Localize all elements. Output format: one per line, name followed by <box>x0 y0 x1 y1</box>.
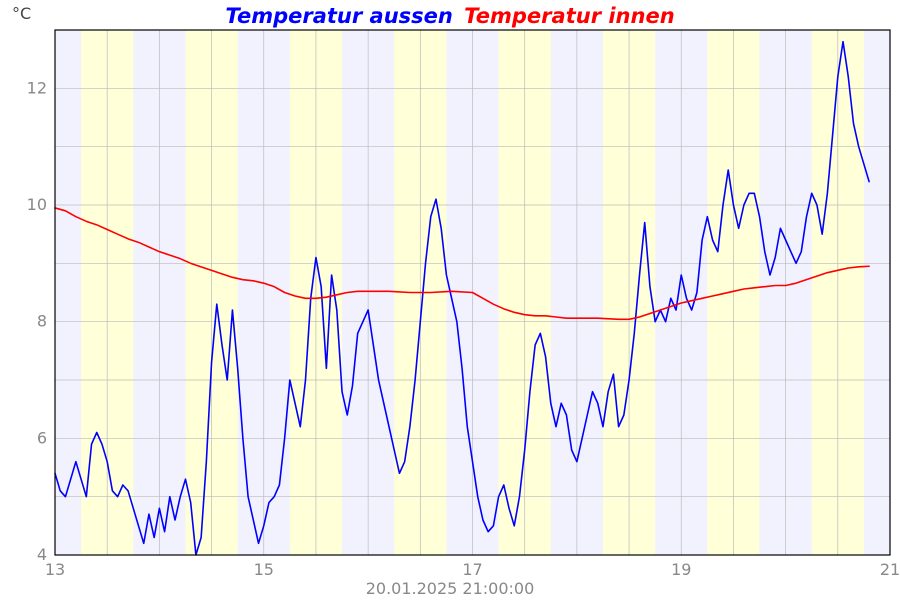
svg-text:4: 4 <box>37 545 47 564</box>
caption-timestamp: 20.01.2025 21:00:00 <box>0 579 900 598</box>
svg-text:6: 6 <box>37 428 47 447</box>
svg-text:13: 13 <box>45 560 65 579</box>
y-axis-label: °C <box>12 4 31 23</box>
svg-text:15: 15 <box>254 560 274 579</box>
svg-text:17: 17 <box>462 560 482 579</box>
svg-text:10: 10 <box>27 195 47 214</box>
svg-text:12: 12 <box>27 78 47 97</box>
temperature-chart: 13 15 17 19 21 4 6 8 10 12 <box>0 0 900 600</box>
svg-text:8: 8 <box>37 312 47 331</box>
svg-text:21: 21 <box>880 560 900 579</box>
svg-text:19: 19 <box>671 560 691 579</box>
